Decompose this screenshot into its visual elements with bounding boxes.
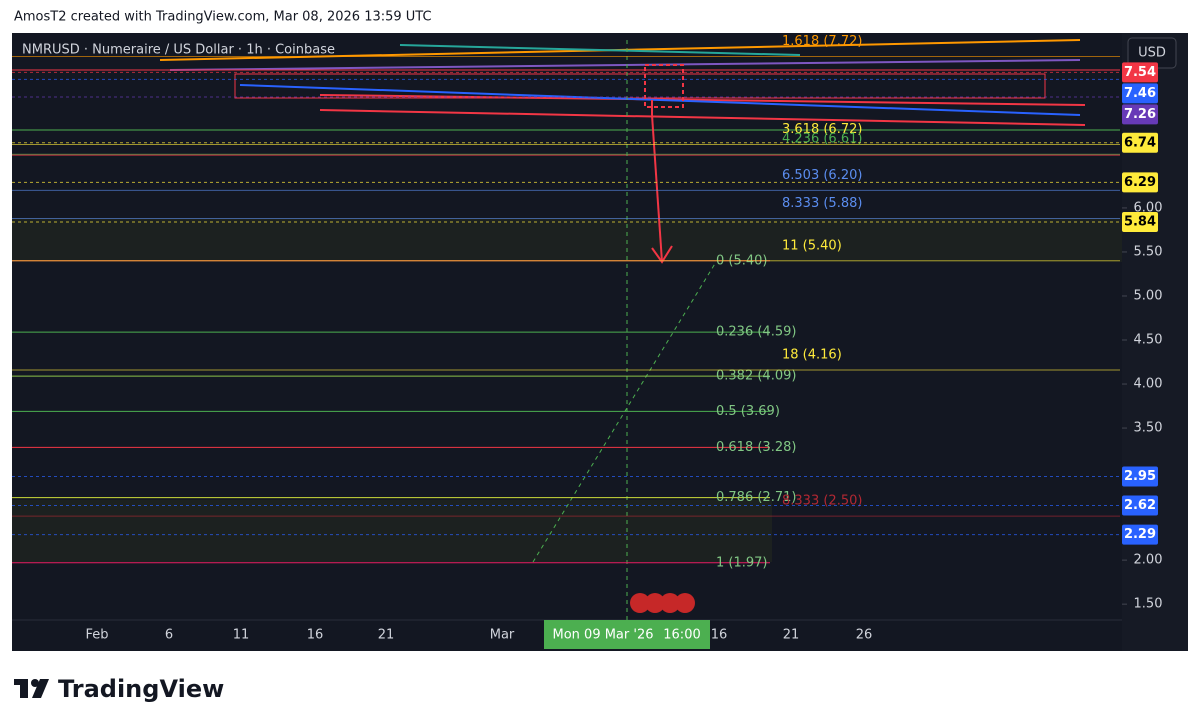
extension-label: 11 (5.40) (782, 238, 842, 253)
crosshair-time: 16:00 (663, 628, 700, 643)
currency: USD (1138, 46, 1166, 61)
price-badge (1122, 83, 1158, 104)
y-tick-label: 3.50 (1134, 421, 1163, 436)
crosshair-label-bg (544, 620, 710, 649)
y-tick-label: 6.00 (1134, 200, 1163, 215)
extension-label: 8.333 (5.88) (782, 196, 862, 211)
price-badge-label: 2.62 (1124, 498, 1156, 513)
logo-mark (14, 679, 49, 698)
fib-trend-line (532, 261, 717, 563)
zone (12, 218, 1122, 262)
x-tick-label: 6 (165, 628, 173, 643)
price-badge-label: 7.26 (1124, 107, 1156, 122)
drawing-clutter (12, 39, 1120, 156)
price-badge-label: 6.29 (1124, 175, 1156, 190)
extension-label: 3.618 (6.72) (782, 122, 862, 137)
y-tick-label: 5.00 (1134, 288, 1163, 303)
fib-label: 0.382 (4.09) (716, 369, 796, 384)
fib-label: 0.786 (2.71) (716, 490, 796, 505)
x-tick-label: 26 (856, 628, 873, 643)
header-text: AmosT2 created with TradingView.com, Mar… (14, 10, 432, 25)
extension-label: 6.503 (6.20) (782, 168, 862, 183)
fib-label: 1 (1.97) (716, 555, 768, 570)
price-badge-label: 5.84 (1124, 215, 1156, 230)
price-badge-label: 6.74 (1124, 135, 1156, 150)
price-badge (1122, 466, 1158, 487)
zone-box (234, 73, 1046, 99)
fib-label: 0.236 (4.59) (716, 325, 796, 340)
price-badge-label: 7.46 (1124, 86, 1156, 101)
y-tick-label: 1.50 (1134, 597, 1163, 612)
x-tick-label: Mar (490, 628, 515, 643)
price-badge (1122, 524, 1158, 545)
zone (12, 500, 772, 562)
price-badge (1122, 495, 1158, 516)
x-tick-label: 21 (783, 628, 800, 643)
y-tick-label: 4.50 (1134, 333, 1163, 348)
x-tick-label: 16 (711, 628, 728, 643)
event-flags (630, 593, 695, 613)
price-badge-label: 7.54 (1124, 65, 1156, 80)
price-badge (1122, 212, 1158, 233)
price-badge (1122, 172, 1158, 193)
symbol-title: NMRUSD · Numeraire / US Dollar · 1h · Co… (22, 43, 335, 58)
footer-logo: TradingView (58, 675, 224, 703)
extension-label: 18 (4.16) (782, 347, 842, 362)
x-tick-label: 16 (307, 628, 324, 643)
price-badge-label: 2.95 (1124, 469, 1156, 484)
y-tick-label: 5.50 (1134, 244, 1163, 259)
x-tick-label: Feb (85, 628, 108, 643)
price-badge-label: 2.29 (1124, 527, 1156, 542)
arrow (651, 100, 673, 264)
crosshair-date: Mon 09 Mar '26 (553, 628, 654, 643)
extension-label: 8.333 (2.50) (782, 494, 862, 509)
fib-label: 0.5 (3.69) (716, 404, 780, 419)
x-tick-label: 11 (233, 628, 250, 643)
extension-label: 4.236 (6.61) (782, 132, 862, 147)
price-badge (1122, 62, 1158, 83)
y-tick-label: 4.00 (1134, 377, 1163, 392)
price-badge (1122, 104, 1158, 125)
price-badge (1122, 132, 1158, 153)
fib-label: 0.618 (3.28) (716, 440, 796, 455)
extension-label: 1.618 (7.72) (782, 34, 862, 49)
y-tick-label: 2.00 (1134, 553, 1163, 568)
x-tick-label: 21 (378, 628, 395, 643)
